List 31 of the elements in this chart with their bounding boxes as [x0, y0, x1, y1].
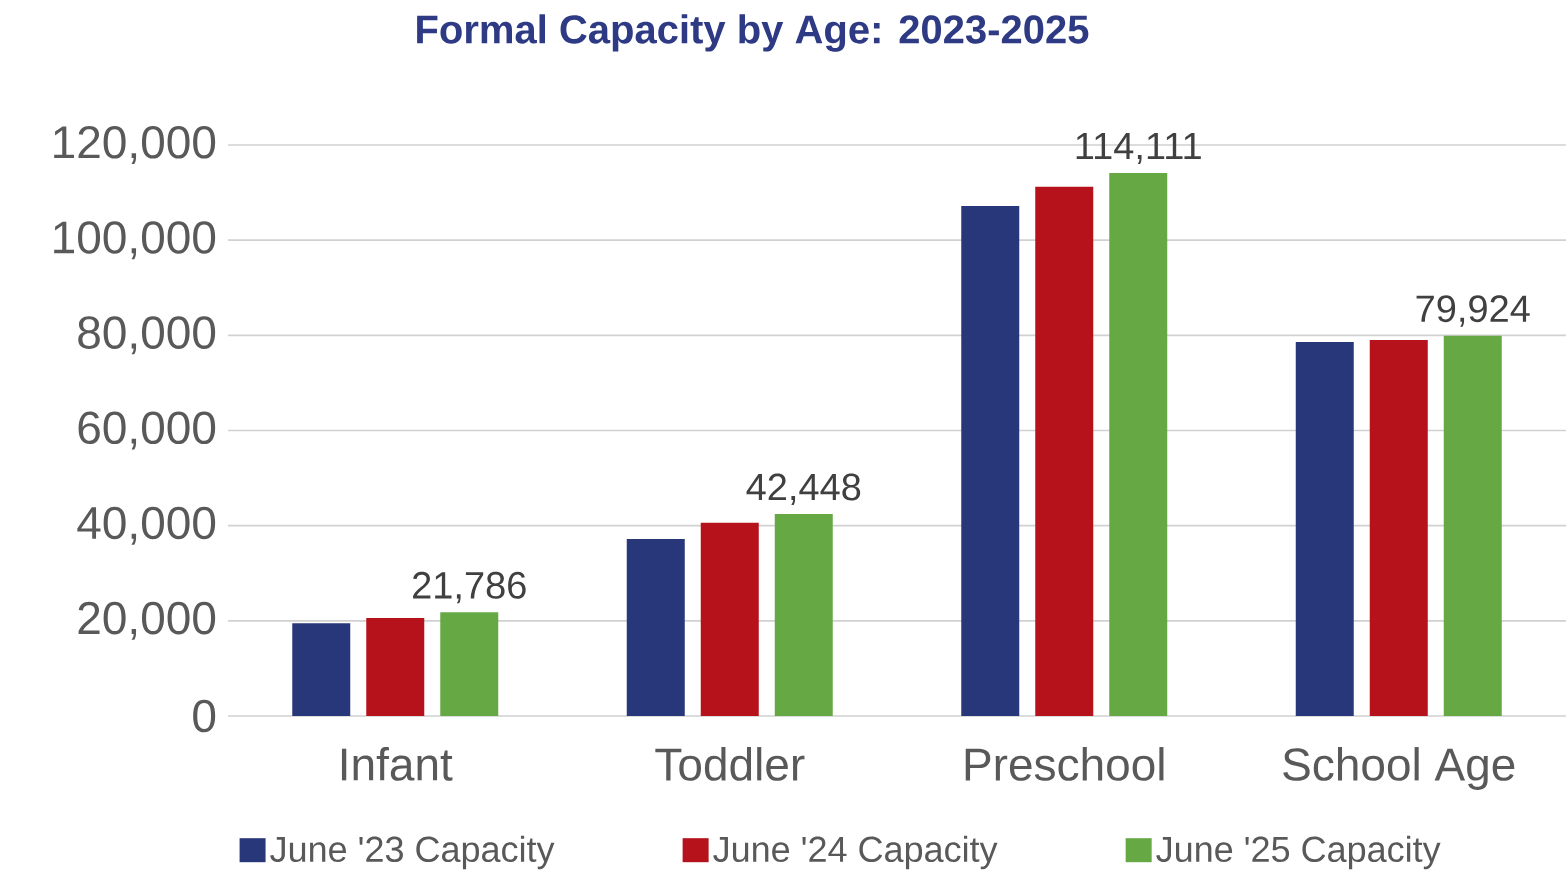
y-tick-label: 120,000: [54, 126, 216, 165]
x-tick-label: School Age: [1283, 747, 1515, 790]
bar: [1443, 335, 1502, 716]
bar: [1035, 186, 1094, 716]
data-label: 42,448: [746, 473, 861, 505]
data-label: 114,111: [1076, 132, 1201, 164]
bar: [774, 514, 833, 716]
bar: [1109, 173, 1168, 716]
legend-label: June '23 Capacity: [270, 835, 555, 870]
chart-title: Formal Capacity by Age: 2023-2025: [417, 14, 1089, 52]
y-tick-label: 80,000: [78, 316, 216, 355]
bar: [440, 612, 499, 716]
bar: [1295, 341, 1354, 716]
y-tick-label: 20,000: [78, 601, 216, 640]
bar: [700, 522, 759, 716]
bar: [626, 538, 685, 716]
bar: [292, 623, 351, 716]
data-label: 21,786: [413, 571, 526, 604]
bar: [366, 617, 425, 716]
x-tick-label: Preschool: [965, 747, 1164, 781]
x-tick-label: Infant: [341, 747, 453, 781]
y-tick-label: 60,000: [78, 411, 216, 450]
y-tick-label: 0: [193, 699, 216, 733]
data-label: 79,924: [1416, 295, 1530, 327]
y-tick-label: 40,000: [77, 506, 216, 545]
legend-label: June '25 Capacity: [1156, 835, 1441, 870]
x-tick-label: Toddler: [655, 747, 805, 781]
bar: [1369, 340, 1428, 716]
bar: [961, 205, 1020, 716]
legend-label: June '24 Capacity: [713, 835, 998, 870]
y-tick-label: 100,000: [54, 221, 216, 260]
